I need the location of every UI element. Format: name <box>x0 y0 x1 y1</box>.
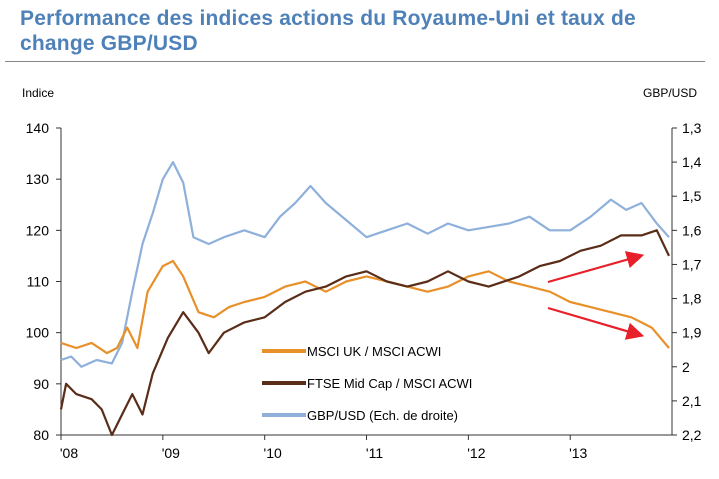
x-tick-label: '08 <box>60 445 78 461</box>
y2-tick-label: 1,6 <box>682 222 702 238</box>
arrow-down <box>547 306 645 340</box>
arrow-up <box>547 251 645 284</box>
y2-tick-label: 2,2 <box>682 427 702 443</box>
x-tick-label: '09 <box>162 445 180 461</box>
y2-tick-label: 2 <box>682 359 690 375</box>
y2-tick-label: 1,8 <box>682 291 702 307</box>
y-tick-label: 120 <box>26 222 50 238</box>
legend-label: GBP/USD (Ech. de droite) <box>307 408 458 423</box>
y2-tick-label: 2,1 <box>682 393 702 409</box>
x-tick-label: '13 <box>569 445 587 461</box>
y2-tick-label: 1,7 <box>682 256 702 272</box>
title-divider <box>5 61 705 62</box>
series-line-2 <box>60 161 670 368</box>
y-tick-label: 110 <box>27 274 50 290</box>
y-axis-label: Indice <box>22 86 54 100</box>
y2-tick-label: 1,3 <box>682 120 702 136</box>
series-line-0 <box>60 259 670 355</box>
y2-tick-label: 1,9 <box>682 325 702 341</box>
legend-label: MSCI UK / MSCI ACWI <box>307 344 441 359</box>
y2-tick-label: 1,5 <box>682 188 702 204</box>
y2-tick-label: 1,4 <box>682 154 702 170</box>
chart-title: Performance des indices actions du Royau… <box>20 7 636 55</box>
y2-axis-label: GBP/USD <box>643 86 697 100</box>
series-line-1 <box>59 229 670 437</box>
legend-label: FTSE Mid Cap / MSCI ACWI <box>307 376 472 391</box>
x-tick-label: '11 <box>366 445 383 461</box>
y-tick-label: 130 <box>26 171 50 187</box>
y-tick-label: 90 <box>33 376 49 392</box>
annotation-arrows <box>547 251 645 340</box>
y-tick-label: 140 <box>26 120 50 136</box>
y-tick-label: 80 <box>33 427 49 443</box>
y-tick-label: 100 <box>26 325 50 341</box>
x-tick-label: '12 <box>467 445 485 461</box>
x-tick-label: '10 <box>264 445 282 461</box>
